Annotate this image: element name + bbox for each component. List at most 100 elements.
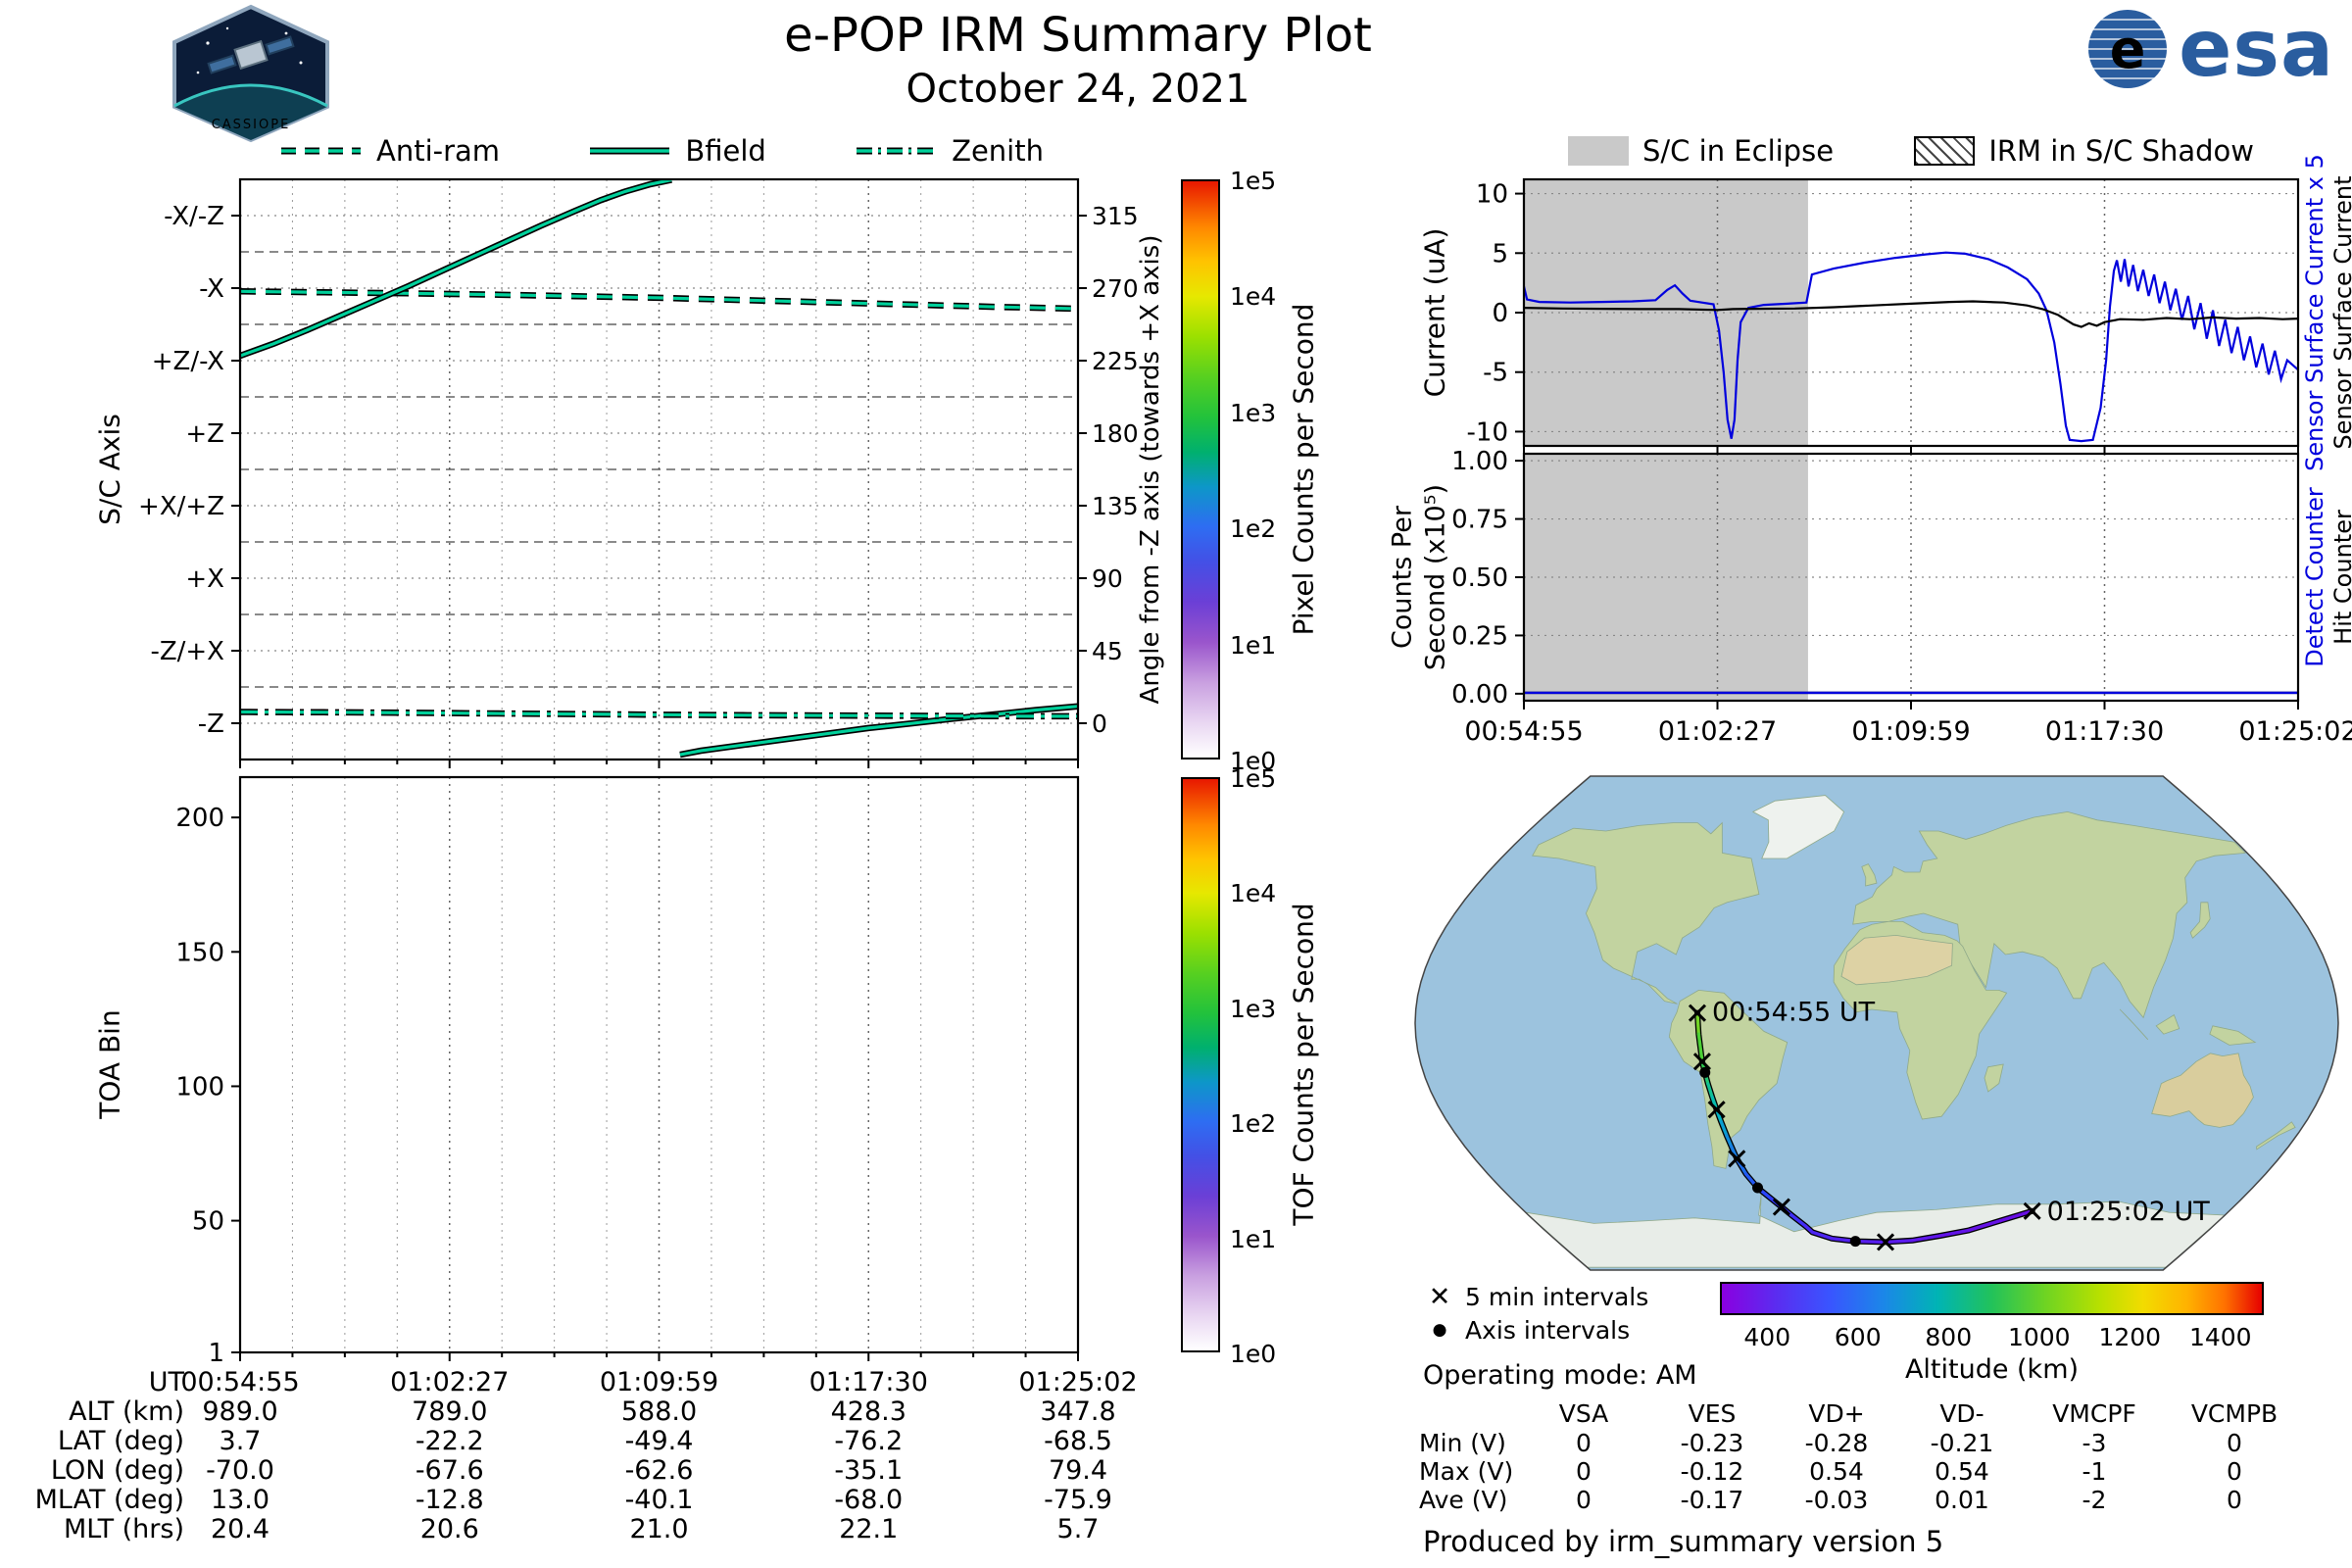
attitude-legend: Anti-ram Bfield Zenith (240, 131, 1083, 171)
y-tick-label-right: 270 (1092, 274, 1139, 303)
legend-item-zenith: Zenith (855, 134, 1044, 168)
voltage-cell: 0 (1576, 1486, 1592, 1514)
voltage-cell: 0.01 (1935, 1486, 1989, 1514)
voltage-col-header: VES (1688, 1399, 1737, 1428)
pixel-counts-cbar-label: Pixel Counts per Second (1287, 303, 1320, 636)
legend-item-bfield: Bfield (588, 134, 766, 168)
y-tick-label-right: 90 (1092, 564, 1123, 593)
y-tick-label: 0.00 (1451, 680, 1508, 710)
eph-row-label: LON (deg) (50, 1455, 184, 1486)
track-start-label: 00:54:55 UT (1712, 998, 1876, 1028)
eph-cell: 3.7 (219, 1426, 262, 1456)
dashdot-line-sample-icon (857, 147, 937, 155)
shadow-hatch-swatch-icon (1914, 136, 1976, 166)
altitude-colorbar: 400 600 800 1000 1200 1400 (1720, 1282, 2264, 1351)
voltage-row-label: Ave (V) (1419, 1486, 1508, 1514)
map-legend: ✕ 5 min intervals ● Axis intervals (1426, 1280, 1649, 1347)
counts-ylabel: Counts Per Second (x10⁵) (1386, 484, 1452, 670)
angle-right-label: Angle from -Z axis (towards +X axis) (1136, 234, 1165, 705)
y-tick-label: 100 (175, 1072, 224, 1102)
y-tick-label-right: 180 (1092, 419, 1139, 448)
eph-cell: -68.0 (834, 1485, 904, 1515)
y-tick-label: -X (199, 274, 224, 304)
y-tick-label: 1.00 (1451, 447, 1508, 476)
esa-wordmark: esa (2179, 3, 2334, 94)
eph-cell: 347.8 (1040, 1396, 1116, 1427)
altitude-tick: 1200 (2098, 1323, 2162, 1351)
sc-axis-ylabel: S/C Axis (93, 414, 126, 525)
eph-cell: 5.7 (1056, 1514, 1100, 1544)
eph-cell: 00:54:55 (180, 1367, 300, 1397)
y-tick-label: 0.50 (1451, 564, 1508, 593)
legend-label-zenith: Zenith (952, 134, 1044, 168)
operating-mode: Operating mode: AM (1423, 1360, 1697, 1391)
legend-item-shadow: IRM in S/C Shadow (1914, 134, 2254, 168)
series (1524, 251, 2298, 443)
y-tick-label: 0.75 (1451, 506, 1508, 535)
current-right-label-blue: Sensor Surface Current x 5 (2301, 154, 2328, 471)
current-right-label-black: Sensor Surface Current (2329, 175, 2352, 450)
eph-cell: 01:17:30 (808, 1367, 928, 1397)
altitude-tick: 800 (1925, 1323, 1973, 1351)
eph-cell: -75.9 (1044, 1485, 1112, 1515)
x-tick-label: 01:02:27 (1658, 716, 1777, 747)
eph-cell: 22.1 (839, 1514, 899, 1544)
map-legend-cross-row: ✕ 5 min intervals (1426, 1280, 1649, 1313)
eph-cell: -67.6 (415, 1455, 484, 1486)
voltage-col-header: VCMPB (2190, 1399, 2278, 1428)
counts-right-label-blue: Detect Counter (2301, 487, 2328, 667)
colorbar-tick: 1e5 (1230, 167, 1277, 195)
counts-plot: 1.00 0.75 0.50 0.25 0.00 00:54:55 01:02:27 01:0… (1451, 447, 2352, 747)
colorbar-tick: 1e3 (1230, 994, 1277, 1023)
voltage-cell: -1 (2082, 1457, 2107, 1486)
altitude-tick: 1000 (2007, 1323, 2071, 1351)
pixel-counts-colorbar: 1e0 1e1 1e2 1e3 1e4 1e5 (1181, 167, 1276, 775)
legend-label-antiram: Anti-ram (376, 134, 501, 168)
axis-ticks: 10 5 0 -5 -10 (1467, 180, 2299, 455)
eph-cell: -68.5 (1044, 1426, 1112, 1456)
x-tick-label: 01:17:30 (2045, 716, 2164, 747)
voltage-col-header: VD+ (1808, 1399, 1865, 1428)
y-tick-label: -5 (1483, 359, 1508, 388)
voltage-row-label: Max (V) (1419, 1457, 1514, 1486)
voltage-cell: -2 (2082, 1486, 2107, 1514)
esa-logo: e esa (2086, 8, 2334, 90)
y-tick-label: +X/+Z (138, 492, 224, 521)
y-tick-label-right: 225 (1092, 347, 1139, 375)
eph-cell: -49.4 (624, 1426, 694, 1456)
voltage-cell: -3 (2082, 1429, 2107, 1457)
x-tick-label: 01:09:59 (1851, 716, 1970, 747)
y-tick-label: +Z/-X (152, 347, 224, 376)
eph-row-label: MLT (hrs) (63, 1514, 184, 1544)
eph-cell: -12.8 (415, 1485, 484, 1515)
ground-track-map: 00:54:55 UT 01:25:02 UT (1414, 775, 2339, 1271)
toa-ylabel: TOA Bin (93, 1009, 126, 1119)
voltage-cell: -0.03 (1804, 1486, 1869, 1514)
colorbar-tick: 1e1 (1230, 630, 1277, 660)
svg-text:e: e (2110, 19, 2146, 80)
voltage-cell: 0.54 (1935, 1457, 1989, 1486)
cross-marker-icon: ✕ (1428, 1281, 1451, 1312)
counts-ylabel-line1: Counts Per (1387, 506, 1418, 649)
esa-globe-icon: e (2088, 10, 2168, 88)
y-tick-label: 1 (208, 1339, 224, 1368)
gridlines (1524, 179, 2298, 446)
eph-cell: -62.6 (624, 1455, 694, 1486)
colorbar-tick: 1e0 (1230, 1340, 1277, 1368)
y-tick-label: +X (185, 564, 224, 594)
legend-item-antiram: Anti-ram (279, 134, 500, 168)
cassiope-mission-logo: CASSIOPE (172, 4, 329, 143)
y-tick-label: 5 (1492, 239, 1508, 269)
continents (1524, 795, 2296, 1268)
voltage-cell: -0.17 (1680, 1486, 1744, 1514)
gridlines (1524, 454, 2298, 701)
counts-ylabel-line2: Second (x10⁵) (1420, 483, 1450, 671)
gridlines (240, 179, 1078, 760)
cassiope-label: CASSIOPE (212, 118, 291, 132)
axis-ticks: -X/-Z -X +Z/-X +Z +X/+Z +X -Z/+X -Z 315 270 225 180… (138, 202, 1139, 768)
eclipse-swatch-icon (1568, 136, 1629, 166)
altitude-tick: 400 (1743, 1323, 1791, 1351)
voltage-cell: -0.28 (1804, 1429, 1869, 1457)
colorbar-tick: 1e1 (1230, 1224, 1277, 1253)
